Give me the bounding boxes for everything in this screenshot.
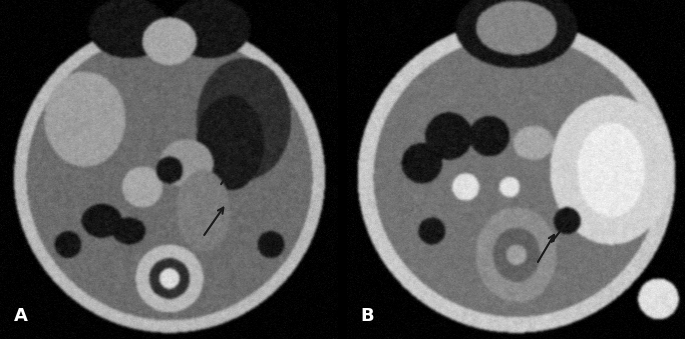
Text: B: B [361, 307, 375, 325]
Text: A: A [14, 307, 27, 325]
